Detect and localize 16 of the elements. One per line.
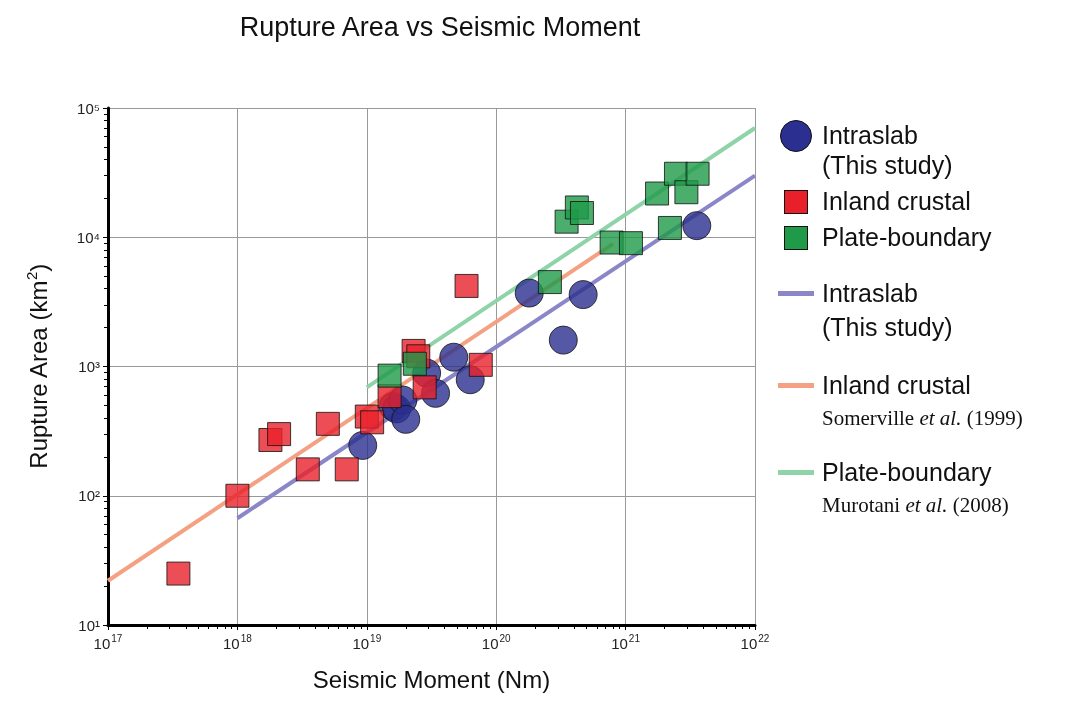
y-tick-label: 10² [78,487,100,505]
text: Somerville et al. (1999) [822,406,1023,431]
legend-label: Plate-boundary [822,457,993,488]
legend-label: Intraslab (This study) [822,278,953,343]
legend-label: Inland crustal [822,186,971,216]
chart-title: Rupture Area vs Seismic Moment [239,11,641,42]
y-tick-label: 10³ [78,358,100,375]
x-axis-title: Seismic Moment (Nm) [312,665,551,693]
y-tick-label: 10⁵ [77,99,100,117]
legend-label: Intraslab (This study) [822,120,953,180]
y-tick-label: 10⁴ [76,228,100,246]
legend-label: Inland crustal [822,370,972,401]
text: Murotani et al. (2008) [822,493,1009,518]
legend-label: Plate-boundary [822,222,992,252]
y-axis-title: Rupture Area (km2) [23,263,52,469]
y-tick-label: 10¹ [78,616,100,634]
